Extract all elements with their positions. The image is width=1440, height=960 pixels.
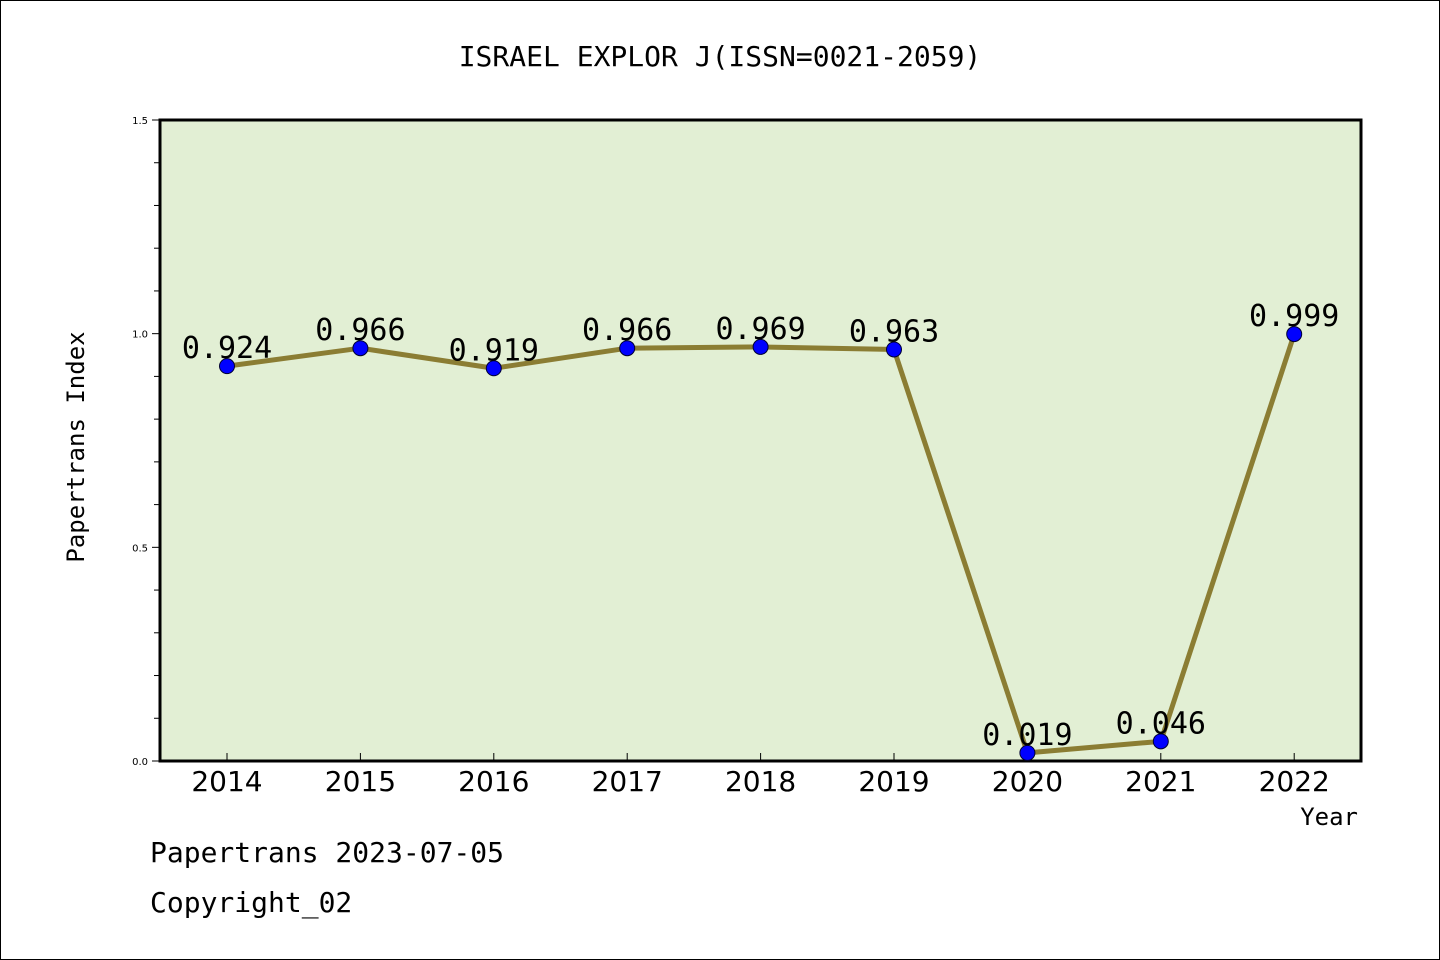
data-label: 0.019 (982, 718, 1072, 753)
footer-copyright: Copyright_02 (150, 886, 353, 919)
data-label: 0.966 (315, 313, 405, 348)
x-tick-label: 2021 (1125, 765, 1196, 798)
data-point (1019, 744, 1036, 761)
x-tick-label: 2017 (592, 765, 663, 798)
y-axis-ticks: 0.0 0.5 1.0 1.5 (132, 116, 160, 768)
data-point (619, 340, 636, 357)
x-tick-label: 2018 (725, 765, 796, 798)
x-tick-label: 2020 (992, 765, 1063, 798)
x-tick-label: 2019 (858, 765, 929, 798)
data-label: 0.919 (449, 333, 539, 368)
x-tick-label: 2016 (458, 765, 529, 798)
data-points-group (219, 326, 1303, 761)
data-label: 0.963 (849, 314, 939, 349)
data-point (1152, 733, 1169, 750)
y-tick-label: 0.0 (132, 757, 148, 768)
y-tick-label: 0.5 (132, 543, 148, 554)
data-label: 0.969 (715, 312, 805, 347)
x-axis-label: Year (1300, 803, 1358, 831)
data-label: 0.046 (1116, 706, 1206, 741)
data-point (1286, 326, 1303, 343)
x-axis-ticks: 2014 2015 2016 2017 2018 2019 2020 2021 2022 (191, 753, 1330, 798)
data-labels-group: 0.924 0.966 0.919 0.966 0.969 0.963 0.019 0.046… (182, 299, 1340, 753)
y-tick-label: 1.0 (132, 330, 148, 341)
data-point (752, 338, 769, 355)
x-tick-label: 2014 (191, 765, 262, 798)
x-tick-label: 2015 (325, 765, 396, 798)
plot-area (158, 118, 1363, 763)
chart-title: ISRAEL EXPLOR J(ISSN=0021-2059) (459, 40, 982, 73)
footer-date: Papertrans 2023-07-05 (150, 836, 505, 869)
data-label: 0.999 (1249, 299, 1339, 334)
data-point (219, 358, 235, 375)
data-label: 0.966 (582, 313, 672, 348)
data-point (886, 341, 902, 358)
data-label: 0.924 (182, 331, 272, 366)
data-point (352, 340, 369, 357)
x-tick-label: 2022 (1259, 765, 1330, 798)
y-tick-label: 1.5 (132, 116, 148, 127)
data-point (485, 360, 502, 377)
y-axis-label: Papertrans Index (62, 331, 90, 562)
